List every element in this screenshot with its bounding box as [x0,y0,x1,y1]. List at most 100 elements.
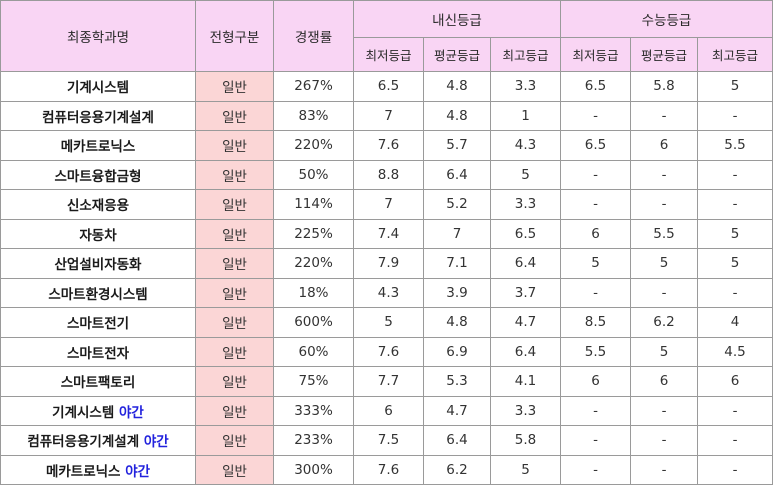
naesin-avg-cell: 4.8 [423,71,491,102]
naesin-avg-cell: 6.9 [423,336,491,367]
naesin-avg-cell: 7.1 [423,248,491,279]
naesin-avg-cell: 4.7 [423,395,491,426]
naesin-max-cell: 3.7 [489,277,562,308]
header-naesin-max: 최고등급 [489,37,562,72]
competition-cell: 300% [273,454,354,485]
type-cell: 일반 [195,100,274,131]
type-cell: 일반 [195,425,274,456]
naesin-min-cell: 6 [353,395,424,426]
suneung-max-cell: 5 [697,218,773,249]
competition-cell: 75% [273,366,354,397]
major-name-cell: 컴퓨터응용기계설계 야간 [0,425,196,456]
suneung-avg-cell: 5 [630,248,699,279]
major-name-cell: 스마트전자 [0,336,196,367]
night-label: 야간 [125,463,151,480]
table-row: 스마트팩토리 일반 75% 7.7 5.3 4.1 6 6 6 [0,366,773,397]
major-name: 산업설비자동화 [54,257,142,274]
type-cell: 일반 [195,248,274,279]
header-row-sub: 최저등급 평균등급 최고등급 최저등급 평균등급 최고등급 [1,37,773,72]
competition-cell: 233% [273,425,354,456]
suneung-avg-cell: 5.8 [630,71,699,102]
suneung-min-cell: 8.5 [560,307,632,338]
suneung-min-cell: 6.5 [560,71,632,102]
table-row: 스마트환경시스템 일반 18% 4.3 3.9 3.7- - - [0,277,773,308]
suneung-min-cell: 5 [560,248,632,279]
naesin-avg-cell: 6.2 [423,454,491,485]
table-row: 스마트전자 일반 60% 7.6 6.9 6.4 5.5 5 4.5 [0,336,773,367]
type-cell: 일반 [195,218,274,249]
competition-cell: 333% [273,395,354,426]
naesin-avg-cell: 5.7 [423,130,491,161]
competition-cell: 83% [273,100,354,131]
naesin-min-cell: 7.6 [353,454,424,485]
suneung-avg-cell: - [630,454,699,485]
type-cell: 일반 [195,130,274,161]
naesin-min-cell: 7.5 [353,425,424,456]
competition-cell: 220% [273,248,354,279]
suneung-max-cell: - [697,395,773,426]
naesin-max-cell: 5.8 [489,425,562,456]
naesin-max-cell: 1 [489,100,562,131]
naesin-min-cell: 5 [353,307,424,338]
suneung-max-cell: - [697,425,773,456]
naesin-max-cell: 6.4 [489,336,562,367]
major-name: 스마트전기 [66,316,130,333]
naesin-max-cell: 3.3 [489,71,562,102]
suneung-avg-cell: 6 [630,366,699,397]
night-label: 야간 [143,434,169,451]
competition-cell: 267% [273,71,354,102]
major-name-cell: 메카트로닉스 [0,130,196,161]
suneung-max-cell: 5 [697,248,773,279]
naesin-avg-cell: 6.4 [423,425,491,456]
table-body: 기계시스템 일반 267% 6.5 4.8 3.3 6.5 5.8 5 컴퓨터응용기계설계 일반 83… [0,71,773,485]
naesin-min-cell: 7.7 [353,366,424,397]
naesin-min-cell: 8.8 [353,159,424,190]
naesin-avg-cell: 5.2 [423,189,491,220]
type-cell: 일반 [195,336,274,367]
suneung-max-cell: 5 [697,71,773,102]
suneung-max-cell: 4 [697,307,773,338]
suneung-max-cell: - [697,189,773,220]
naesin-avg-cell: 7 [423,218,491,249]
major-name: 스마트융합금형 [54,168,142,185]
naesin-min-cell: 7 [353,100,424,131]
major-name: 스마트전자 [66,345,130,362]
competition-cell: 50% [273,159,354,190]
table-row: 메카트로닉스 야간 일반 300% 7.6 6.2 5- - - [0,454,773,485]
header-row-top: 최종학과명 전형구분 경쟁률 내신등급 수능등급 [0,0,773,72]
suneung-avg-cell: - [630,277,699,308]
table-row: 스마트융합금형 일반 50% 8.8 6.4 5- - - [0,159,773,190]
major-name: 기계시스템 [66,80,130,97]
suneung-avg-cell: - [630,189,699,220]
type-cell: 일반 [195,395,274,426]
naesin-max-cell: 6.5 [489,218,562,249]
major-name-cell: 신소재응용 [0,189,196,220]
suneung-min-cell: 6 [560,218,632,249]
naesin-max-cell: 4.1 [489,366,562,397]
naesin-min-cell: 4.3 [353,277,424,308]
competition-cell: 114% [273,189,354,220]
suneung-avg-cell: 5 [630,336,699,367]
suneung-max-cell: - [697,100,773,131]
suneung-min-cell: 5.5 [560,336,632,367]
naesin-max-cell: 6.4 [489,248,562,279]
header-suneung-max: 최고등급 [697,37,773,72]
table-row: 산업설비자동화 일반 220% 7.9 7.1 6.4 5 5 5 [0,248,773,279]
table-row: 컴퓨터응용기계설계 야간 일반 233% 7.5 6.4 5.8- - - [0,425,773,456]
naesin-avg-cell: 6.4 [423,159,491,190]
suneung-min-cell: - [560,277,632,308]
table-row: 신소재응용 일반 114% 7 5.2 3.3- - - [0,189,773,220]
major-name-cell: 스마트팩토리 [0,366,196,397]
major-name: 스마트환경시스템 [48,286,148,303]
naesin-max-cell: 3.3 [489,395,562,426]
suneung-avg-cell: - [630,425,699,456]
header-suneung-avg: 평균등급 [630,37,699,72]
header-suneung-min: 최저등급 [560,37,632,72]
naesin-max-cell: 5 [489,454,562,485]
header-naesin-min: 최저등급 [353,37,424,72]
naesin-min-cell: 7.6 [353,130,424,161]
suneung-avg-cell: 6 [630,130,699,161]
major-name-cell: 기계시스템 야간 [0,395,196,426]
table-row: 컴퓨터응용기계설계 일반 83% 7 4.8 1- - - [0,100,773,131]
